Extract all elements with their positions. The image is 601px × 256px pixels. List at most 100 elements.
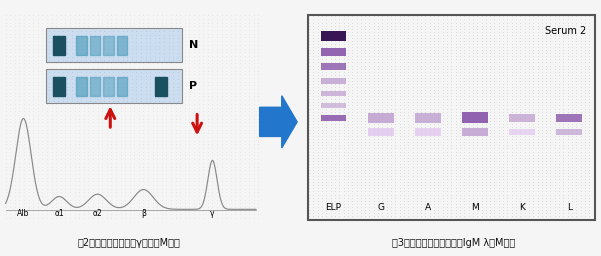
Point	[421, 128, 430, 132]
Point	[309, 131, 319, 135]
Point	[37, 39, 47, 43]
Point	[330, 106, 340, 111]
Point	[231, 127, 240, 132]
Point	[166, 194, 176, 198]
Point	[33, 172, 43, 176]
Point	[143, 54, 153, 58]
Point	[44, 58, 54, 62]
Point	[166, 13, 176, 17]
Point	[97, 98, 107, 102]
Point	[70, 164, 79, 168]
Point	[369, 27, 379, 31]
Point	[511, 143, 521, 147]
Point	[421, 131, 430, 135]
Point	[464, 20, 474, 25]
Point	[203, 28, 213, 32]
Point	[125, 183, 135, 187]
Point	[326, 131, 335, 135]
Point	[451, 131, 460, 135]
Point	[352, 54, 361, 58]
Point	[79, 135, 88, 139]
Point	[175, 150, 185, 154]
Point	[502, 14, 512, 18]
Point	[542, 168, 551, 172]
Point	[520, 189, 529, 194]
Point	[464, 94, 474, 98]
Point	[365, 24, 374, 28]
Point	[139, 116, 148, 121]
Point	[584, 14, 594, 18]
Point	[490, 48, 499, 52]
Point	[584, 174, 594, 178]
Point	[185, 201, 194, 205]
Point	[447, 159, 456, 163]
Point	[580, 143, 590, 147]
Point	[429, 165, 439, 169]
Point	[433, 94, 443, 98]
Point	[352, 119, 361, 123]
Point	[56, 172, 66, 176]
Point	[115, 142, 125, 146]
Point	[129, 24, 139, 28]
Point	[235, 164, 245, 168]
Point	[442, 79, 452, 83]
Point	[472, 97, 482, 101]
Point	[203, 212, 213, 217]
Point	[580, 116, 590, 120]
Point	[416, 100, 426, 104]
Point	[65, 146, 75, 150]
Point	[120, 54, 130, 58]
Point	[486, 88, 495, 92]
Point	[429, 205, 439, 209]
Point	[23, 21, 33, 25]
Point	[67, 36, 77, 40]
Point	[416, 24, 426, 28]
Point	[438, 17, 448, 22]
Point	[47, 61, 56, 65]
Point	[153, 168, 162, 172]
Point	[212, 172, 222, 176]
Point	[70, 135, 79, 139]
Point	[416, 54, 426, 58]
Point	[309, 100, 319, 104]
Point	[438, 94, 448, 98]
Point	[386, 106, 396, 111]
Point	[468, 189, 478, 194]
Point	[481, 180, 490, 184]
Point	[421, 33, 430, 37]
Point	[524, 30, 534, 34]
Point	[134, 198, 144, 202]
Point	[554, 156, 564, 160]
Point	[125, 142, 135, 146]
Point	[377, 143, 387, 147]
Point	[157, 72, 166, 76]
Point	[386, 70, 396, 74]
Point	[217, 113, 227, 117]
Point	[502, 110, 512, 114]
Point	[589, 103, 599, 108]
Point	[175, 32, 185, 36]
Point	[194, 164, 204, 168]
Point	[125, 153, 135, 157]
Point	[111, 198, 121, 202]
Point	[153, 139, 162, 143]
Point	[326, 168, 335, 172]
Point	[198, 113, 208, 117]
Point	[115, 13, 125, 17]
Point	[23, 91, 33, 95]
Point	[572, 214, 581, 218]
Point	[198, 164, 208, 168]
Point	[75, 116, 84, 121]
Point	[516, 51, 525, 55]
Point	[1, 183, 10, 187]
Point	[249, 179, 258, 183]
Point	[44, 88, 54, 92]
Point	[120, 146, 130, 150]
Point	[494, 27, 504, 31]
Point	[125, 65, 135, 69]
Point	[313, 103, 323, 108]
Point	[528, 85, 538, 89]
Point	[56, 135, 66, 139]
Point	[542, 153, 551, 157]
Point	[254, 120, 263, 124]
